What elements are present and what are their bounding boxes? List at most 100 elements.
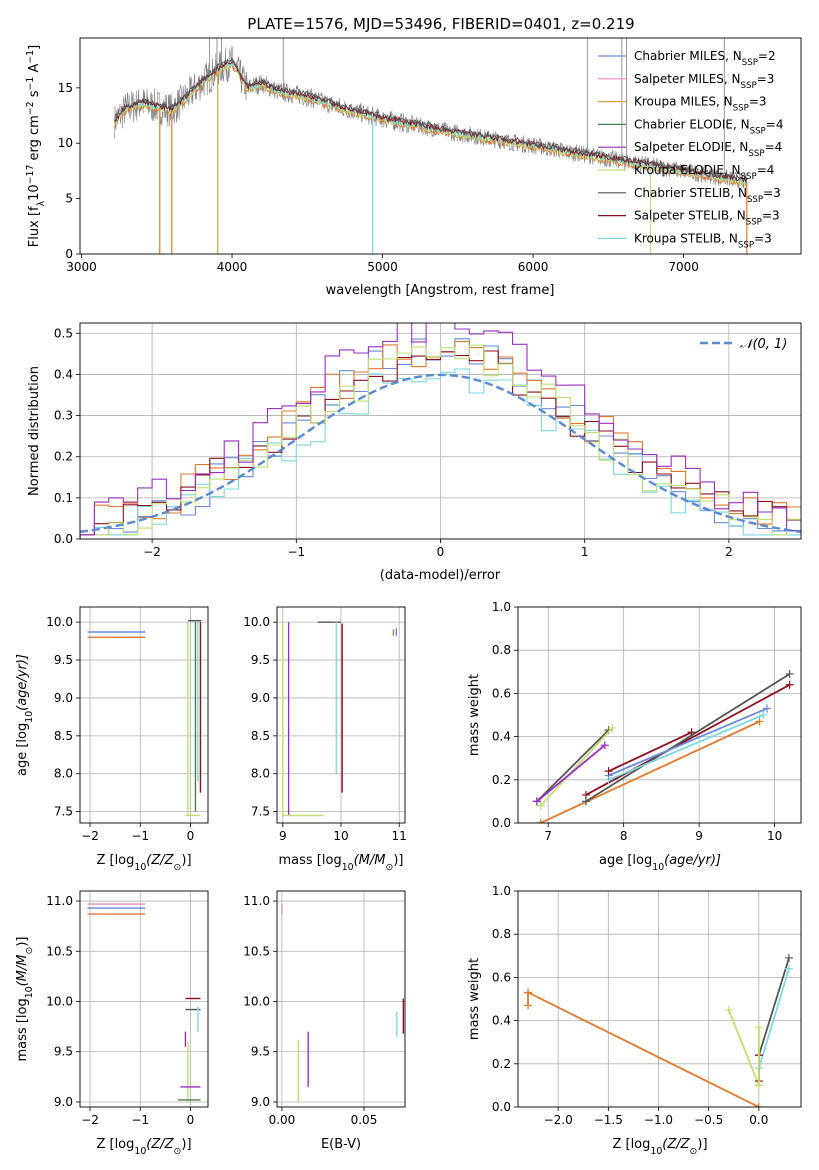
x-axis-label-part: (M/M: [354, 853, 386, 868]
legend-label: Kroupa MILES, NSSP=3: [634, 95, 767, 114]
y-tick-label: 0.8: [492, 927, 511, 941]
weight-marker: [754, 1103, 763, 1107]
weight-marker: [755, 717, 764, 726]
y-axis-label-part: erg cm: [27, 115, 42, 164]
axes-weight_vs_Z: −2.0 −1.5 −1.0 −0.5 0.0 0.0 0.2 0.4 0.6 0.8 1.0 Z […: [467, 884, 802, 1157]
figure-title: PLATE=1576, MJD=53496, FIBERID=0401, z=0…: [247, 15, 634, 33]
x-axis-label-part: )]: [181, 853, 191, 868]
y-axis-label-part: (age/yr)]: [15, 654, 30, 711]
x-tick-label: −2: [143, 545, 161, 559]
y-axis-label-part: −2: [25, 101, 36, 115]
x-tick-label: 0: [187, 1113, 195, 1127]
x-tick-label: 10: [767, 829, 782, 843]
weight-line: [608, 707, 768, 777]
y-axis-label: Normed distribution: [27, 366, 42, 496]
gaussian-curve: [80, 373, 801, 533]
weight-line: [540, 720, 760, 823]
legend-label: Salpeter ELODIE, NSSP=4: [634, 140, 782, 159]
weight-marker: [524, 988, 533, 997]
legend-label-part: Chabrier ELODIE, N: [634, 117, 750, 131]
weight-line: [758, 957, 790, 1056]
legend-label-part: SSP: [750, 126, 766, 136]
legend-label: Salpeter STELIB, NSSP=3: [634, 209, 780, 228]
axes-frame: [517, 606, 802, 824]
weight-marker: [581, 797, 590, 806]
x-tick-label: 0.0: [749, 1113, 768, 1127]
axes-residuals: −2 −1 0 1 2 0.0 0.1 0.2 0.3 0.4 0.5 𝒩(0, 1) (data-mo…: [27, 322, 802, 583]
legend-label: Chabrier MILES, NSSP=2: [634, 49, 776, 68]
legend-label-part: =4: [757, 163, 775, 177]
x-axis-label: age [log10(age/yr)]: [599, 853, 721, 873]
y-tick-label: 9.5: [54, 1045, 73, 1059]
y-tick-label: 11.0: [46, 894, 73, 908]
x-axis-label-part: Z [log: [96, 1137, 134, 1152]
x-tick-label: −1.5: [594, 1113, 623, 1127]
x-axis-label-part: ⊙: [174, 1146, 182, 1157]
y-tick-label: 0.4: [54, 367, 73, 381]
x-tick-label: 0: [437, 545, 445, 559]
weight-marker: [724, 1005, 733, 1014]
x-tick-label: 0.00: [269, 1113, 296, 1127]
x-tick-label: 4000: [217, 260, 248, 274]
y-tick-label: 11.0: [243, 894, 270, 908]
x-tick-label: 9: [279, 829, 287, 843]
axes-spectrum: 3000 4000 5000 6000 7000 0 5 10 15 wavelength [An…: [25, 37, 802, 298]
x-axis-label-part: ⊙: [385, 862, 393, 873]
y-axis-label: mass weight: [467, 958, 482, 1040]
legend-label-part: =2: [758, 49, 776, 63]
x-tick-label: 1: [581, 545, 589, 559]
y-tick-label: 0.3: [54, 409, 73, 423]
weight-marker: [784, 964, 793, 973]
x-tick-label: 5000: [367, 260, 398, 274]
x-axis-label: Z [log10(Z/Z⊙)]: [96, 1137, 191, 1157]
y-axis-label-part: 10: [24, 711, 35, 723]
x-axis-label: Z [log10(Z/Z⊙)]: [612, 1137, 707, 1157]
legend-label-part: SSP: [747, 195, 763, 205]
y-tick-label: 0.8: [492, 643, 511, 657]
weight-line: [608, 731, 692, 773]
axes-frame: [276, 606, 406, 824]
x-tick-label: 3000: [66, 260, 97, 274]
y-axis-label-part: ⊙: [24, 947, 35, 955]
y-axis-label-part: )]: [15, 937, 30, 947]
weight-marker: [532, 797, 541, 806]
x-tick-label: 8: [620, 829, 628, 843]
weight-marker: [536, 801, 545, 810]
weight-marker: [687, 728, 696, 737]
x-axis-label-part: (age/yr)]: [664, 853, 721, 868]
axes-mass_vs_ebv: 0.00 0.05 9.0 9.5 10.0 10.5 11.0 E(B-V): [243, 890, 406, 1152]
y-axis-label-part: −1: [25, 50, 36, 64]
histogram-salpeter_elodie: [80, 323, 801, 539]
y-tick-label: 9.0: [251, 691, 270, 705]
y-axis-label-part: ]: [27, 45, 42, 50]
x-tick-label: −1: [287, 545, 305, 559]
legend-label-part: SSP: [733, 104, 749, 114]
y-tick-label: 0.0: [492, 1100, 511, 1114]
weight-marker: [785, 680, 794, 689]
x-axis-label: E(B-V): [321, 1137, 361, 1152]
x-axis-label: wavelength [Angstrom, rest frame]: [326, 283, 555, 298]
x-tick-label: 0: [187, 829, 195, 843]
weight-line: [608, 714, 764, 781]
x-axis-label-part: age [log: [599, 853, 652, 868]
y-axis-label-part: age [log: [15, 723, 30, 776]
axes-frame: [79, 890, 209, 1108]
y-tick-label: 9.5: [251, 653, 270, 667]
y-axis-label-part: −17: [25, 165, 36, 185]
plot-area-residuals: [80, 323, 801, 539]
y-axis-label-part: 10: [27, 184, 42, 201]
x-tick-label: −2: [81, 829, 99, 843]
y-axis-label-part: λ: [36, 200, 47, 206]
x-tick-label: 7: [544, 829, 552, 843]
weight-marker: [536, 819, 545, 823]
x-axis-label: mass [log10(M/M⊙)]: [279, 853, 404, 873]
legend-label-part: SSP: [741, 172, 757, 182]
y-axis-label-part: −1: [25, 77, 36, 91]
weight-line: [536, 744, 606, 803]
histogram-kroupa_elodie: [80, 344, 801, 539]
x-axis-label-part: Z [log: [612, 1137, 650, 1152]
plot-area-mass_vs_Z: [87, 903, 201, 1102]
y-tick-label: 15: [58, 81, 73, 95]
legend-label-part: SSP: [746, 218, 762, 228]
